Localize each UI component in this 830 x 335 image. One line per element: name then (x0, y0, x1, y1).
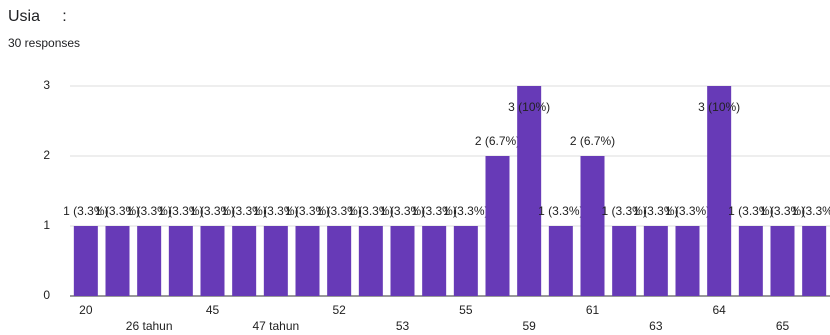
data-label: 1 (3.3%) (95, 204, 140, 218)
data-label: 2 (6.7%) (475, 134, 520, 148)
bar (168, 226, 193, 296)
data-label: 3 (10%) (508, 100, 550, 114)
y-tick-label: 3 (43, 78, 50, 92)
data-label: 1 (3.3%) (443, 204, 488, 218)
x-tick-label: 61 (586, 303, 600, 317)
x-tick-label: 65 (776, 319, 790, 333)
bar (517, 86, 542, 296)
x-tick-label: 45 (206, 303, 220, 317)
x-tick-label: 53 (396, 319, 410, 333)
data-label: 1 (3.3%) (158, 204, 203, 218)
bar (675, 226, 700, 296)
x-tick-label: 55 (459, 303, 473, 317)
data-label: 1 (3.3%) (538, 204, 583, 218)
bar (137, 226, 162, 296)
data-label: 1 (3.3%) (380, 204, 425, 218)
bar (263, 226, 288, 296)
bar (232, 226, 257, 296)
x-tick-label: 59 (522, 319, 536, 333)
x-tick-label: 20 (79, 303, 93, 317)
data-label: 1 (3.3%) (411, 204, 456, 218)
response-count: 30 responses (8, 36, 81, 50)
bar (453, 226, 478, 296)
data-label: 1 (3.3%) (633, 204, 678, 218)
data-label: 1 (3.3%) (221, 204, 266, 218)
bar (802, 226, 827, 296)
bar (643, 226, 668, 296)
bar (358, 226, 383, 296)
data-label: 1 (3.3%) (285, 204, 330, 218)
data-label: 3 (10%) (698, 100, 740, 114)
bar (327, 226, 352, 296)
bar (295, 226, 320, 296)
bar (73, 226, 98, 296)
data-label: 1 (3.3%) (126, 204, 171, 218)
data-label: 1 (3.3%) (253, 204, 298, 218)
data-label: 1 (3.3%) (348, 204, 393, 218)
bar (580, 156, 605, 296)
bar (105, 226, 130, 296)
bar (612, 226, 637, 296)
bar (422, 226, 447, 296)
bar (707, 86, 732, 296)
y-tick-label: 2 (43, 148, 50, 162)
bar (770, 226, 795, 296)
bar (548, 226, 573, 296)
bar (485, 156, 510, 296)
data-label: 2 (6.7%) (570, 134, 615, 148)
question-title: Usia : (8, 8, 67, 25)
x-tick-label: 63 (649, 319, 663, 333)
x-tick-label: 64 (712, 303, 726, 317)
data-label: 1 (3.3%) (665, 204, 710, 218)
x-tick-label: 26 tahun (126, 319, 173, 333)
y-tick-label: 0 (43, 288, 50, 302)
data-label: 1 (3.3%) (316, 204, 361, 218)
x-tick-label: 47 tahun (252, 319, 299, 333)
bar (390, 226, 415, 296)
y-tick-label: 1 (43, 218, 50, 232)
data-label: 1 (3.3%) (728, 204, 773, 218)
data-label: 1 (3.3%) (791, 204, 830, 218)
bar (738, 226, 763, 296)
bar (200, 226, 225, 296)
data-label: 1 (3.3%) (601, 204, 646, 218)
data-label: 1 (3.3%) (190, 204, 235, 218)
x-tick-label: 52 (332, 303, 346, 317)
data-label: 1 (3.3%) (63, 204, 108, 218)
data-label: 1 (3.3%) (760, 204, 805, 218)
